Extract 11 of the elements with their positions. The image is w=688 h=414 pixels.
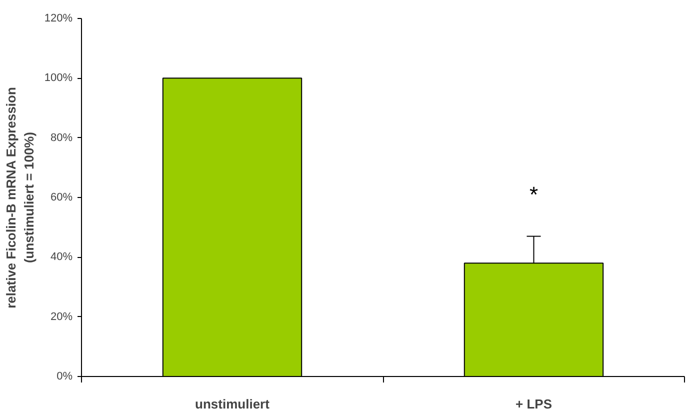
y-tick-label: 40% bbox=[50, 251, 73, 264]
annotation: * bbox=[529, 182, 538, 207]
y-tick-label: 100% bbox=[44, 72, 73, 84]
x-tick-label: + LPS bbox=[516, 396, 552, 412]
y-axis-title: relative Ficolin-B mRNA Expression (unstimuliert = 100%) bbox=[3, 87, 36, 308]
y-tick-label: 120% bbox=[44, 12, 73, 24]
y-tick-label: 0% bbox=[56, 370, 73, 382]
x-tick-label: unstimuliert bbox=[195, 396, 270, 412]
y-tick-label: 60% bbox=[50, 192, 73, 204]
y-tick-label: 20% bbox=[50, 310, 73, 323]
y-tick-label: 80% bbox=[50, 132, 73, 144]
